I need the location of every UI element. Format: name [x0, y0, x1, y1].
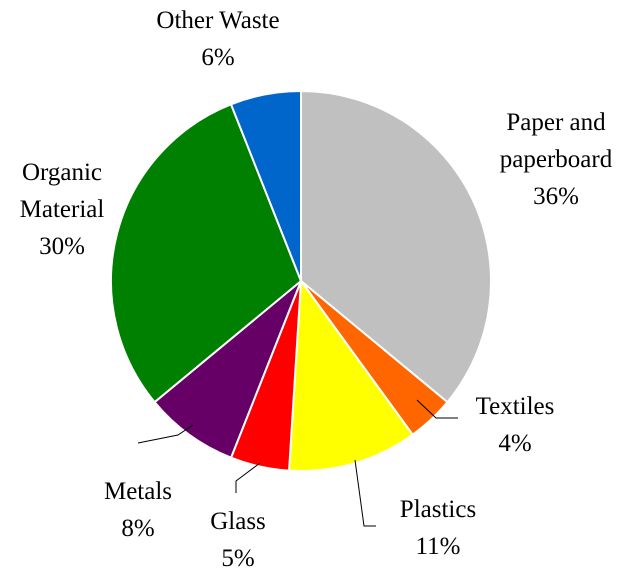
data-label-paper-and-paperboard: Paper and paperboard 36%	[500, 109, 613, 210]
data-labels: Paper and paperboard 36% Textiles 4% Plastics…	[20, 7, 613, 572]
data-label-text: Metals	[104, 478, 172, 505]
pie-slice-plastics	[288, 280, 414, 473]
data-label-text: Organic	[22, 159, 102, 186]
leader-line-metals	[137, 424, 194, 444]
data-label-metals: Metals 8%	[104, 478, 172, 542]
data-label-percent: 36%	[533, 183, 579, 210]
leader-lines	[137, 399, 458, 527]
data-label-text: Other Waste	[156, 7, 279, 34]
data-label-text: paperboard	[500, 146, 613, 173]
data-label-textiles: Textiles 4%	[476, 393, 555, 457]
pie-slice-other-waste	[230, 90, 302, 282]
data-label-text: Paper and	[506, 109, 606, 136]
data-label-percent: 11%	[416, 533, 461, 560]
data-label-percent: 6%	[201, 44, 234, 71]
data-label-organic-material: Organic Material 30%	[20, 159, 105, 260]
data-label-percent: 8%	[121, 515, 154, 542]
pie-slices	[110, 90, 492, 473]
pie-slice-paper-and-paperboard	[300, 90, 492, 404]
data-label-text: Material	[20, 196, 105, 223]
data-label-plastics: Plastics 11%	[400, 496, 476, 560]
data-label-text: Plastics	[400, 496, 476, 523]
data-label-other-waste: Other Waste 6%	[156, 7, 279, 71]
data-label-percent: 5%	[221, 545, 254, 572]
leader-line-textiles	[416, 399, 458, 419]
data-label-text: Textiles	[476, 393, 555, 420]
data-label-glass: Glass 5%	[210, 508, 266, 572]
pie-slice-organic-material	[110, 103, 302, 404]
data-label-percent: 4%	[498, 430, 531, 457]
data-label-text: Glass	[210, 508, 266, 535]
leader-line-plastics	[354, 459, 376, 527]
leader-line-glass	[235, 462, 261, 493]
data-label-percent: 30%	[39, 233, 85, 260]
pie-slice-metals	[153, 280, 302, 459]
